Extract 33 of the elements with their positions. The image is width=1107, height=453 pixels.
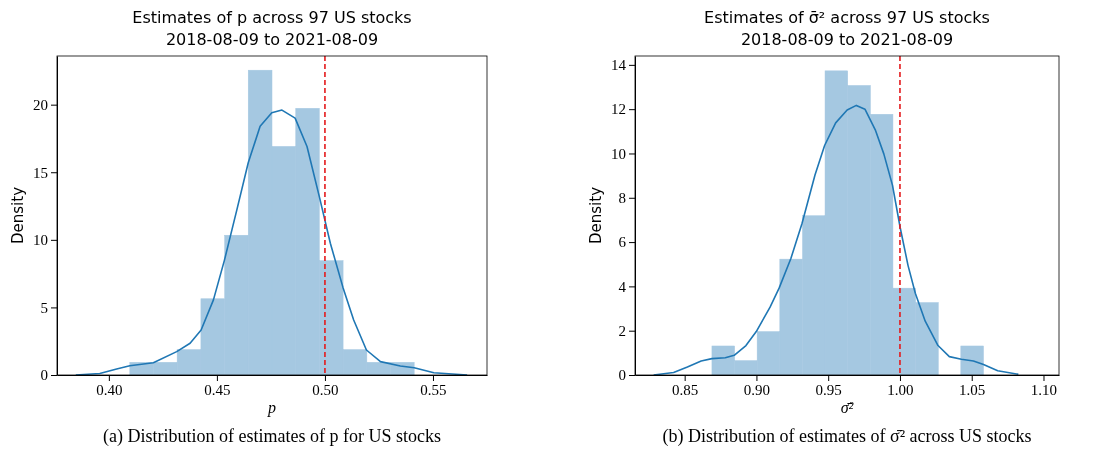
text: (b) Distribution of estimates of σ̄² across US stocks [662, 426, 1032, 447]
x-tick-label: 1.10 [1030, 381, 1058, 398]
x-tick-label: 0.50 [312, 381, 339, 398]
chart-subtitle: 2018-08-09 to 2021-08-09 [165, 30, 379, 49]
y-tick-label: 6 [618, 234, 627, 251]
y-tick-label: 8 [618, 190, 626, 207]
x-tick-label: 0.55 [420, 381, 447, 398]
x-axis-title: p [267, 399, 276, 417]
chart-title: Estimates of p across 97 US stocks [132, 8, 412, 27]
y-tick-label: 5 [40, 299, 48, 316]
y-tick-label: 12 [611, 101, 626, 118]
x-tick-label: 0.90 [743, 381, 771, 398]
y-axis-title: Density [9, 186, 27, 245]
y-tick-label: 20 [33, 96, 48, 113]
y-tick-label: 0 [40, 367, 48, 384]
y-tick-label: 15 [33, 164, 48, 181]
x-tick-label: 0.95 [815, 381, 842, 398]
x-tick-label: 0.40 [96, 381, 123, 398]
y-tick-label: 4 [618, 278, 627, 295]
y-tick-label: 0 [618, 367, 626, 384]
chart-subtitle: 2018-08-09 to 2021-08-09 [740, 30, 954, 49]
y-tick-label: 10 [33, 232, 48, 249]
x-tick-label: 1.00 [887, 381, 914, 398]
x-tick-label: 1.05 [959, 381, 986, 398]
y-tick-label: 14 [611, 57, 627, 74]
y-tick-label: 2 [618, 322, 626, 339]
chart-title: Estimates of σ̄² across 97 US stocks [704, 8, 990, 27]
y-tick-label: 10 [611, 145, 626, 162]
x-tick-label: 0.85 [672, 381, 699, 398]
x-tick-label: 0.45 [204, 381, 231, 398]
x-axis-title: σ̄² [840, 399, 855, 416]
text: (a) Distribution of estimates of p for US stocks [103, 426, 441, 447]
y-axis-title: Density [587, 186, 605, 245]
